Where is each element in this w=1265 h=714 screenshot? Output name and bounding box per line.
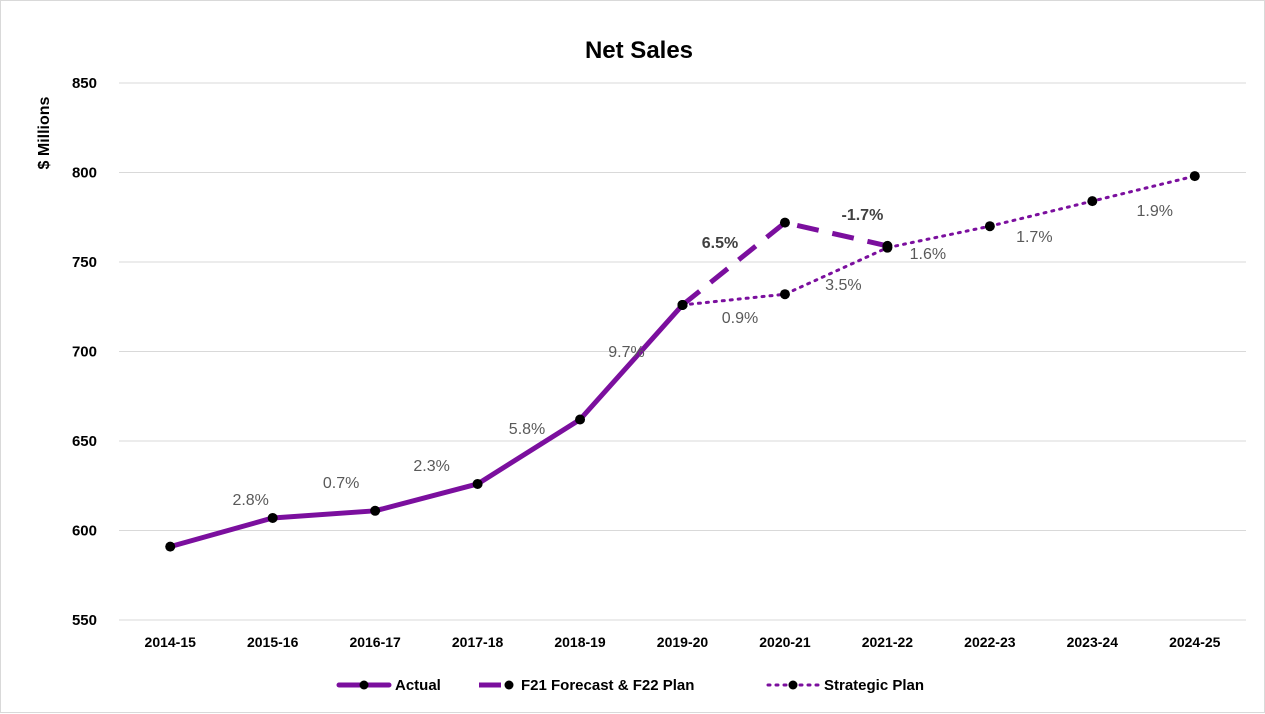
growth-rate-label: 3.5%	[825, 277, 861, 294]
legend: Actual F21 Forecast & F22 Plan Strategic P…	[336, 677, 924, 694]
y-tick-label: 800	[72, 165, 97, 182]
chart-title: Net Sales	[585, 37, 693, 64]
data-point-marker	[1189, 171, 1200, 182]
gridlines	[119, 82, 1246, 621]
x-tick-label: 2015-16	[247, 634, 299, 650]
growth-rate-label: 1.9%	[1137, 203, 1173, 220]
growth-rate-label: 1.7%	[1016, 229, 1052, 246]
y-tick-label: 550	[72, 612, 97, 629]
x-tick-label: 2023-24	[1067, 634, 1119, 650]
percent-annotations: 2.8% 0.7% 2.3% 5.8% 9.7% 6.5% -1.7% 0.9% 3.5% 1.6…	[232, 203, 1173, 509]
legend-marker	[788, 680, 798, 690]
x-tick-label: 2021-22	[862, 634, 914, 650]
x-axis-ticks: 2014-15 2015-16 2016-17 2017-18 2018-19 2019-…	[145, 634, 1221, 650]
data-point-marker	[984, 221, 995, 232]
y-axis-label: $ Millions	[36, 96, 53, 169]
x-tick-label: 2019-20	[657, 634, 709, 650]
growth-rate-label: 6.5%	[702, 235, 738, 252]
series-line-solid	[167, 302, 685, 550]
data-point-marker	[165, 541, 176, 552]
legend-entry-label: F21 Forecast & F22 Plan	[521, 677, 694, 694]
x-tick-label: 2024-25	[1169, 634, 1221, 650]
y-tick-label: 650	[72, 433, 97, 450]
data-point-marker	[779, 289, 790, 300]
growth-rate-label: -1.7%	[842, 207, 884, 224]
y-axis-ticks: 550 600 650 700 750 800 850	[72, 75, 97, 629]
y-tick-label: 700	[72, 344, 97, 361]
y-tick-label: 600	[72, 523, 97, 540]
data-point-marker	[472, 478, 483, 489]
y-tick-label: 750	[72, 254, 97, 271]
data-point-marker	[1087, 196, 1098, 207]
growth-rate-label: 1.6%	[910, 246, 946, 263]
x-tick-label: 2022-23	[964, 634, 1016, 650]
series-line-dashed	[680, 220, 888, 307]
data-point-marker	[575, 414, 586, 425]
series-line-dotted	[681, 174, 1197, 307]
growth-rate-label: 5.8%	[509, 421, 545, 438]
growth-rate-label: 0.9%	[722, 310, 758, 327]
growth-rate-label: 0.7%	[323, 475, 359, 492]
data-point-marker	[779, 217, 790, 228]
y-tick-label: 850	[72, 75, 97, 92]
legend-marker	[359, 680, 369, 690]
legend-marker	[504, 680, 514, 690]
series-markers	[165, 171, 1200, 552]
x-tick-label: 2016-17	[349, 634, 401, 650]
x-tick-label: 2014-15	[145, 634, 197, 650]
growth-rate-label: 2.8%	[232, 492, 268, 509]
growth-rate-label: 9.7%	[608, 344, 644, 361]
data-point-marker	[370, 505, 381, 516]
legend-entry-label: Actual	[395, 677, 441, 694]
x-tick-label: 2017-18	[452, 634, 504, 650]
growth-rate-label: 2.3%	[413, 458, 449, 475]
data-point-marker	[882, 242, 893, 253]
data-point-marker	[267, 512, 278, 523]
series-lines	[167, 174, 1197, 550]
legend-entry-label: Strategic Plan	[824, 677, 924, 694]
x-tick-label: 2020-21	[759, 634, 811, 650]
data-point-marker	[677, 299, 688, 310]
x-tick-label: 2018-19	[554, 634, 606, 650]
